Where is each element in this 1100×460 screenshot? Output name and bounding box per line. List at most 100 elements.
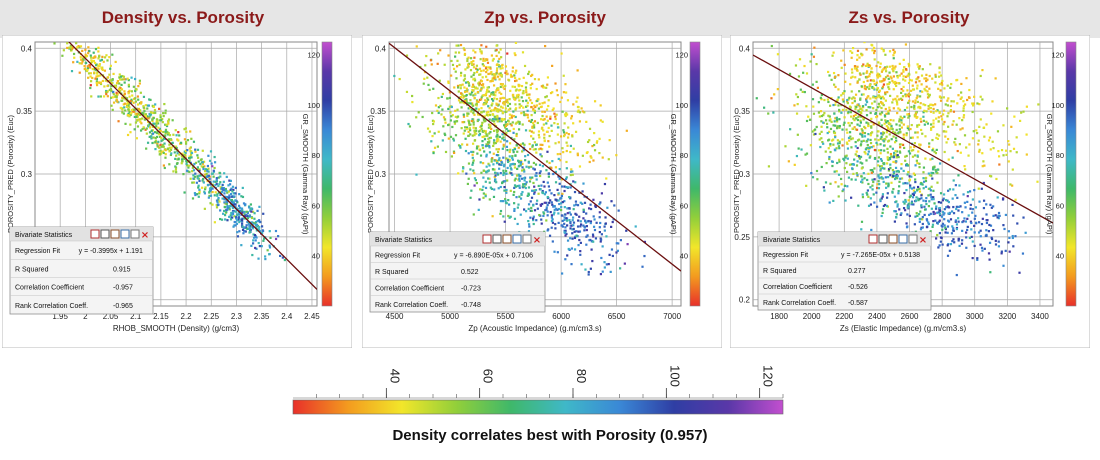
scatter-point — [564, 234, 567, 237]
scatter-point — [880, 111, 884, 114]
scatter-point — [862, 118, 865, 121]
scatter-point — [591, 144, 594, 148]
scatter-point — [223, 201, 226, 204]
scatter-point — [980, 222, 984, 226]
scatter-point — [860, 228, 863, 231]
x-tick-label: 1.95 — [52, 312, 68, 321]
scatter-point — [506, 140, 509, 143]
scatter-point — [496, 115, 499, 119]
scatter-point — [820, 120, 823, 123]
scatter-point — [922, 166, 926, 169]
stats-row-value: -0.587 — [848, 300, 868, 307]
scatter-point — [137, 98, 140, 101]
scatter-point — [850, 121, 853, 125]
scatter-point — [965, 146, 968, 149]
scatter-point — [904, 200, 907, 203]
scatter-point — [579, 250, 582, 253]
scatter-point — [867, 133, 870, 136]
scatter-point — [837, 173, 841, 176]
scatter-point — [509, 167, 512, 170]
scatter-point — [897, 132, 900, 135]
scatter-point — [539, 188, 542, 191]
scatter-point — [98, 63, 101, 66]
scatter-point — [550, 216, 553, 219]
scatter-point — [192, 181, 195, 184]
scatter-point — [521, 123, 524, 126]
scatter-point — [929, 193, 932, 196]
scatter-point — [515, 134, 518, 138]
scatter-point — [138, 82, 141, 85]
scatter-point — [503, 163, 506, 166]
scatter-point — [911, 84, 914, 87]
scatter-point — [451, 125, 454, 129]
scatter-point — [878, 183, 881, 186]
scatter-point — [174, 145, 178, 148]
scatter-point — [141, 111, 144, 115]
scatter-point — [491, 157, 494, 160]
scatter-point — [923, 87, 926, 91]
scatter-point — [763, 106, 766, 109]
scatter-point — [496, 172, 499, 175]
scatter-point — [927, 95, 931, 98]
scatter-point — [216, 193, 219, 196]
scatter-point — [850, 76, 853, 79]
scatter-point — [606, 206, 609, 209]
scatter-point — [593, 149, 597, 152]
scatter-point — [122, 112, 125, 115]
scatter-point — [918, 143, 921, 146]
scatter-point — [469, 69, 473, 72]
scatter-point — [529, 83, 532, 87]
scatter-point — [920, 128, 923, 132]
scatter-point — [1025, 133, 1028, 136]
scatter-point — [845, 108, 848, 111]
scatter-point — [530, 135, 533, 138]
scatter-point — [97, 67, 100, 70]
scatter-point — [592, 225, 596, 228]
scatter-point — [125, 97, 129, 100]
scatter-point — [565, 131, 568, 135]
scatter-point — [93, 61, 97, 65]
scatter-point — [996, 130, 1000, 133]
scatter-point — [944, 103, 947, 106]
scatter-point — [462, 167, 465, 170]
scatter-point — [929, 212, 932, 215]
scatter-point — [500, 163, 503, 167]
scatter-point — [145, 127, 148, 130]
scatter-point — [546, 76, 550, 79]
scatter-point — [151, 111, 154, 114]
scatter-point — [437, 111, 440, 115]
scatter-point — [610, 248, 614, 251]
scatter-point — [154, 141, 157, 144]
scatter-point — [517, 203, 520, 206]
scatter-point — [1018, 119, 1022, 122]
scatter-point — [462, 166, 465, 169]
scatter-point — [795, 112, 799, 115]
scatter-point — [167, 132, 170, 135]
scatter-point — [498, 78, 501, 81]
scatter-point — [73, 56, 76, 59]
scatter-point — [408, 125, 412, 128]
scatter-point — [146, 107, 149, 110]
scatter-point — [541, 165, 544, 168]
scatter-point — [880, 214, 883, 218]
scatter-point — [235, 217, 238, 220]
scatter-point — [805, 105, 808, 108]
scatter-point — [946, 231, 949, 234]
scatter-point — [565, 112, 568, 115]
scatter-point — [595, 221, 598, 224]
scatter-point — [487, 90, 491, 93]
scatter-point — [962, 109, 965, 112]
scatter-point — [833, 76, 837, 79]
scatter-point — [494, 74, 497, 77]
scatter-point — [819, 96, 822, 99]
scatter-point — [870, 70, 873, 73]
scatter-point — [902, 169, 905, 173]
scatter-point — [532, 131, 535, 134]
scatter-point — [504, 201, 508, 204]
scatter-point — [203, 192, 207, 195]
scatter-point — [234, 210, 237, 213]
scatter-point — [921, 90, 924, 93]
scatter-point — [601, 120, 604, 123]
scatter-point — [507, 120, 510, 123]
scatter-point — [870, 125, 873, 128]
